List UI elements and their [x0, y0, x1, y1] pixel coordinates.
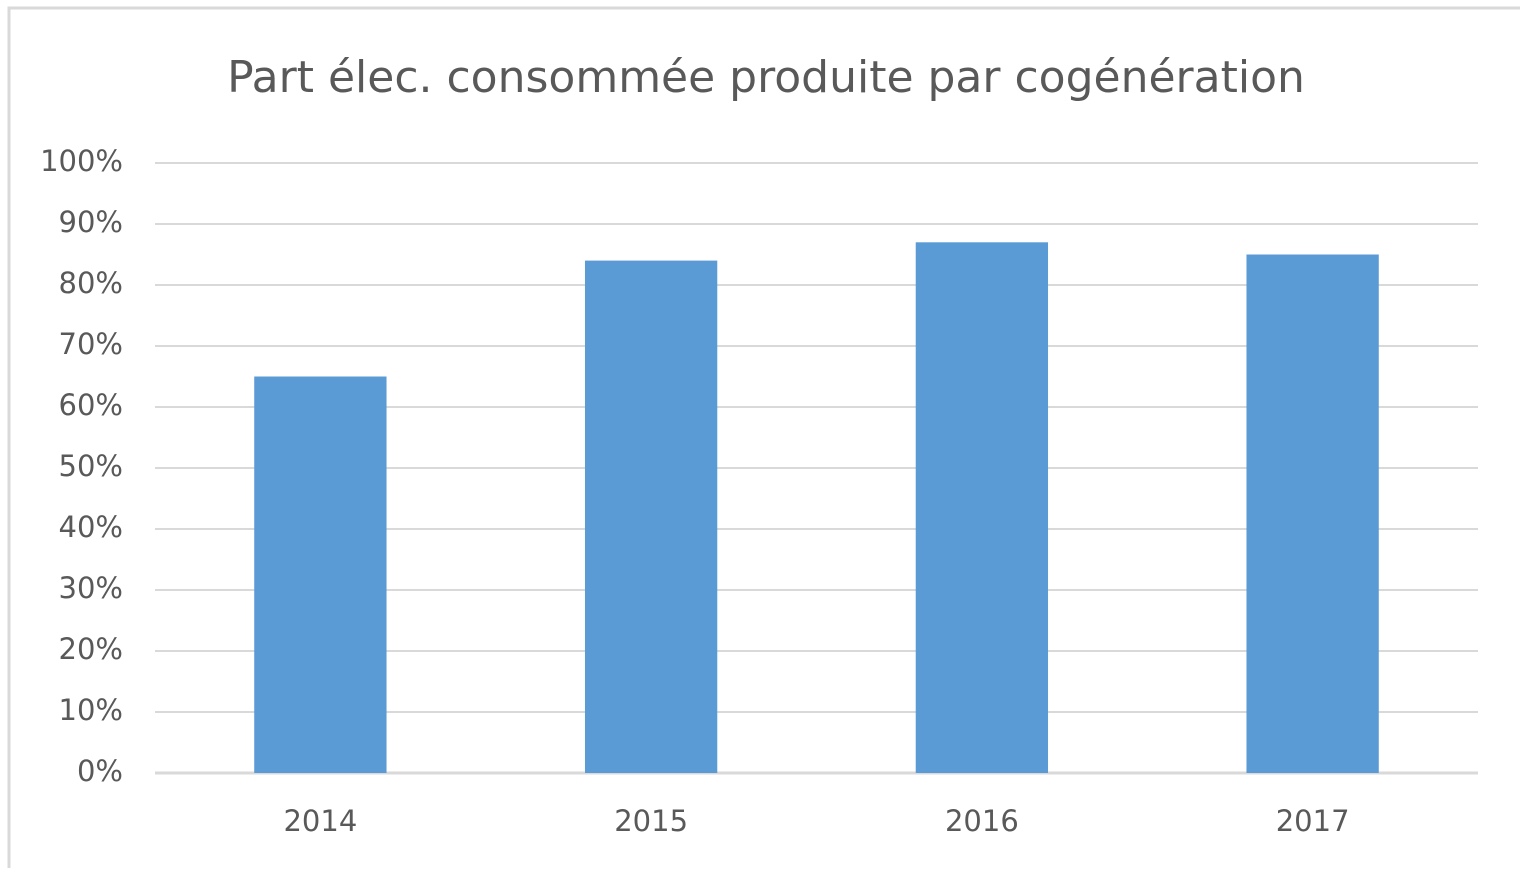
- y-tick-label: 60%: [59, 388, 123, 422]
- x-tick-label: 2015: [614, 804, 688, 838]
- x-tick-label: 2017: [1276, 804, 1350, 838]
- y-tick-label: 10%: [59, 693, 123, 727]
- x-tick-label: 2014: [283, 804, 357, 838]
- y-tick-label: 70%: [59, 327, 123, 361]
- y-tick-label: 0%: [77, 754, 123, 788]
- y-tick-label: 20%: [59, 632, 123, 666]
- y-tick-label: 80%: [59, 266, 123, 300]
- bar: [1246, 254, 1379, 773]
- y-tick-label: 30%: [59, 571, 123, 605]
- y-tick-label: 90%: [59, 205, 123, 239]
- bar: [584, 260, 718, 774]
- x-tick-label: 2016: [945, 804, 1019, 838]
- y-tick-label: 50%: [59, 449, 123, 483]
- chart-title: Part élec. consommée produite par cogéné…: [227, 52, 1305, 103]
- y-tick-label: 40%: [59, 510, 123, 544]
- bar: [254, 376, 387, 773]
- y-tick-label: 100%: [40, 144, 123, 178]
- bar: [915, 242, 1049, 774]
